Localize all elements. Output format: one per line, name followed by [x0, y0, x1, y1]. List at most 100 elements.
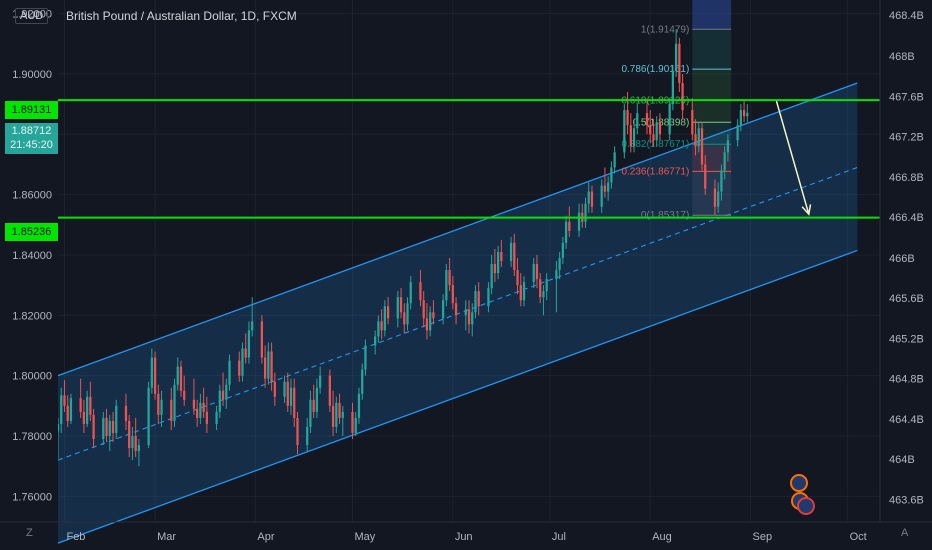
candle-body — [535, 264, 539, 280]
candle-body — [105, 417, 108, 437]
volume-tick-label: 466B — [889, 253, 915, 265]
candle-body — [432, 312, 435, 319]
candle-body — [238, 360, 241, 376]
time-axis: Feb Mar Apr May Jun Jul Aug Sep Oct — [0, 474, 932, 543]
right-volume-axis: 468.4B 468B 467.6B 467.2B 466.8B 466.4B 466B 46… — [879, 0, 932, 522]
price-tick-label: 1.76000 — [12, 491, 52, 503]
time-tick-label: Feb — [66, 531, 85, 543]
candle-body — [335, 402, 338, 427]
candle-body — [150, 357, 153, 388]
right-axis-bg — [880, 0, 932, 522]
volume-tick-label: 464B — [889, 454, 915, 466]
fib-level-label: 0.382(1.87671) — [621, 139, 689, 150]
candle-body — [286, 381, 289, 406]
candle-body — [251, 321, 254, 331]
fibonacci-retracement: 1(1.91479)0.786(1.90161)0.618(1.89125)0.… — [621, 0, 732, 221]
price-tick-label: 1.80000 — [12, 371, 52, 383]
candle-body — [128, 420, 131, 449]
last-price-tag: 1.88712 21:45:20 — [5, 123, 58, 154]
candle-body — [396, 297, 399, 319]
candle-body — [568, 221, 571, 231]
candle-body — [590, 191, 594, 207]
volume-tick-label: 467.6B — [889, 92, 924, 104]
candle-body — [603, 185, 607, 192]
candle-body — [655, 122, 658, 141]
candle-body — [542, 291, 545, 298]
candle-body — [652, 134, 655, 141]
volume-tick-label: 467.2B — [889, 132, 924, 144]
horizontal-levels — [58, 99, 880, 219]
candle-body — [425, 318, 429, 331]
candle-body — [600, 185, 603, 207]
last-price: 1.88712 — [11, 125, 52, 137]
candle-body — [157, 393, 160, 415]
candle-body — [564, 221, 568, 243]
candle-body — [409, 282, 412, 304]
candle-body — [351, 411, 354, 433]
candle-body — [429, 312, 432, 331]
candle-body — [668, 104, 671, 135]
candle-body — [477, 291, 480, 307]
candle-body — [328, 375, 331, 406]
zoom-button[interactable]: Z — [26, 527, 33, 539]
candle-body — [306, 426, 309, 446]
candle-body — [474, 291, 477, 313]
candle-body — [380, 321, 383, 331]
candle-body — [263, 357, 267, 379]
candle-body — [247, 330, 251, 358]
projection-line — [775, 100, 810, 215]
support-price-tag: 1.85236 — [5, 223, 58, 241]
candle-body — [697, 128, 700, 147]
candle-body — [215, 411, 218, 424]
candle-body — [244, 348, 247, 358]
candle-body — [441, 300, 445, 319]
price-tick-label: 1.86000 — [12, 190, 52, 202]
time-tick-label: Oct — [850, 531, 867, 543]
candle-body — [66, 405, 69, 421]
candle-body — [691, 110, 694, 135]
candle-body — [60, 395, 63, 424]
candle-body — [419, 282, 422, 301]
candle-body — [555, 270, 558, 280]
candle-body — [487, 288, 490, 307]
candle-body — [341, 411, 344, 418]
candle-body — [736, 125, 739, 141]
candle-body — [319, 375, 322, 388]
price-tick-label: 1.78000 — [12, 431, 52, 443]
candle-body — [636, 113, 639, 129]
candle-body — [199, 402, 202, 418]
candle-body — [270, 351, 273, 382]
currency-badge[interactable]: AUD — [15, 8, 49, 24]
candle-body — [131, 436, 134, 449]
candle-body — [267, 351, 270, 379]
chart-title: British Pound / Australian Dollar, 1D, F… — [66, 9, 297, 23]
channel-upper-line — [57, 82, 858, 377]
volume-tick-label: 465.6B — [889, 293, 924, 305]
candle-body — [545, 279, 548, 292]
candle-body — [92, 414, 95, 440]
candle-body — [296, 417, 299, 446]
candle-body — [739, 110, 742, 126]
price-tick-label: 1.92000 — [12, 9, 52, 21]
candle-body — [406, 303, 409, 325]
fib-level-label: 0.786(1.90161) — [621, 64, 689, 75]
time-tick-label: Jun — [455, 531, 473, 543]
left-price-axis: 1.920001.900001.880001.860001.840001.820… — [0, 0, 58, 522]
auto-scale-button[interactable]: A — [901, 527, 909, 539]
candle-body — [629, 125, 632, 147]
volume-tick-label: 468B — [889, 51, 915, 63]
fib-zone — [692, 29, 732, 70]
candle-body — [403, 312, 406, 325]
candle-body — [626, 110, 629, 126]
candle-body — [377, 321, 380, 337]
candle-body — [124, 405, 128, 421]
candle-body — [315, 387, 319, 412]
volume-tick-label: 465.2B — [889, 334, 924, 346]
regression-channel — [57, 82, 858, 544]
candle-body — [293, 387, 296, 418]
candle-body — [704, 164, 707, 189]
projection-arrowhead — [801, 204, 812, 216]
candle-body — [192, 399, 196, 409]
fib-zone — [692, 69, 732, 101]
